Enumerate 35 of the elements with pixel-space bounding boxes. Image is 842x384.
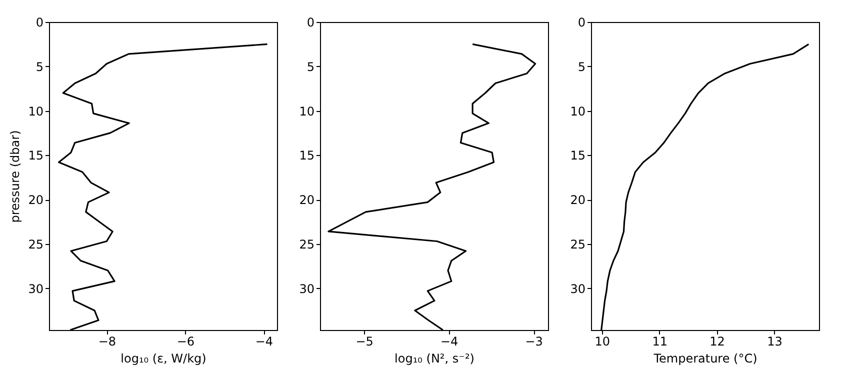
y-tick-label: 5 <box>578 60 586 74</box>
y-tick-label: 15 <box>570 148 586 163</box>
y-tick-label: 20 <box>570 193 586 208</box>
x-tick-label: −3 <box>525 334 543 348</box>
x-axis-title: Temperature (°C) <box>652 352 758 366</box>
x-tick-label: −6 <box>176 334 195 348</box>
x-tick-label: −5 <box>356 334 374 348</box>
x-tick-label: −4 <box>440 334 458 348</box>
x-tick-label: 11 <box>652 334 668 348</box>
y-tick-label: 30 <box>570 282 586 296</box>
y-tick-label: 0 <box>578 16 586 30</box>
y-tick-label: 15 <box>299 148 314 163</box>
y-tick-label: 10 <box>299 104 314 118</box>
y-tick-label: 30 <box>299 282 314 296</box>
x-tick-label: 12 <box>710 334 725 348</box>
x-tick-label: 13 <box>767 334 782 348</box>
y-tick-label: 0 <box>306 16 314 30</box>
y-tick-label: 20 <box>299 193 314 208</box>
x-axis-title: log₁₀ (N², s⁻²) <box>394 352 474 366</box>
y-tick-label: 10 <box>570 104 586 118</box>
y-tick-label: 25 <box>570 237 586 252</box>
y-tick-label: 10 <box>28 104 44 118</box>
y-tick-label: 5 <box>306 60 314 74</box>
y-tick-label: 0 <box>36 16 44 30</box>
y-tick-label: 5 <box>36 60 44 74</box>
y-tick-label: 25 <box>299 237 314 252</box>
y-axis-title: pressure (dbar) <box>8 130 22 223</box>
y-tick-label: 30 <box>28 282 44 296</box>
y-tick-label: 25 <box>28 237 44 252</box>
y-tick-label: 15 <box>28 148 44 163</box>
x-tick-label: −4 <box>255 334 274 348</box>
y-tick-label: 20 <box>28 193 44 208</box>
x-tick-label: 10 <box>594 334 610 348</box>
x-tick-label: −8 <box>98 334 116 348</box>
x-axis-title: log₁₀ (ε, W/kg) <box>120 352 206 366</box>
